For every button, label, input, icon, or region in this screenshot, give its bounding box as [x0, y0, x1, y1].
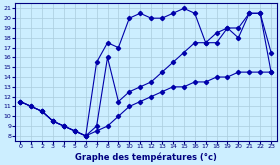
X-axis label: Graphe des températures (°c): Graphe des températures (°c): [75, 152, 217, 162]
